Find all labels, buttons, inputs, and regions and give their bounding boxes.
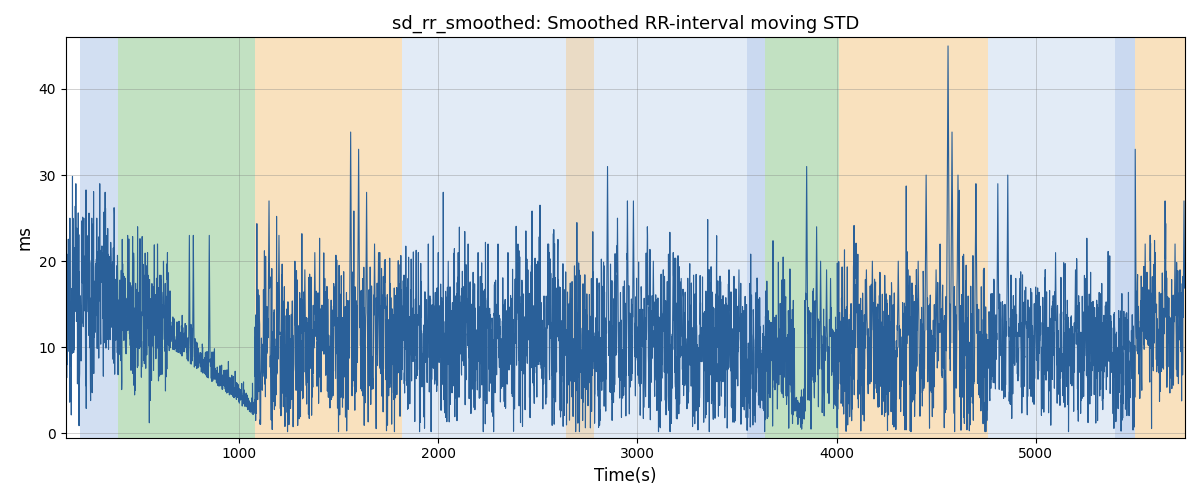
Bar bbox=[118, 38, 256, 438]
Bar bbox=[80, 38, 118, 438]
Bar bbox=[256, 38, 402, 438]
Bar bbox=[764, 38, 839, 438]
Bar bbox=[565, 38, 594, 438]
Y-axis label: ms: ms bbox=[16, 225, 34, 250]
Bar bbox=[1115, 38, 1135, 438]
Bar bbox=[839, 38, 988, 438]
Bar bbox=[746, 38, 764, 438]
Bar bbox=[402, 38, 746, 438]
Title: sd_rr_smoothed: Smoothed RR-interval moving STD: sd_rr_smoothed: Smoothed RR-interval mov… bbox=[391, 15, 859, 34]
X-axis label: Time(s): Time(s) bbox=[594, 467, 656, 485]
Bar bbox=[988, 38, 1115, 438]
Bar bbox=[1135, 38, 1186, 438]
